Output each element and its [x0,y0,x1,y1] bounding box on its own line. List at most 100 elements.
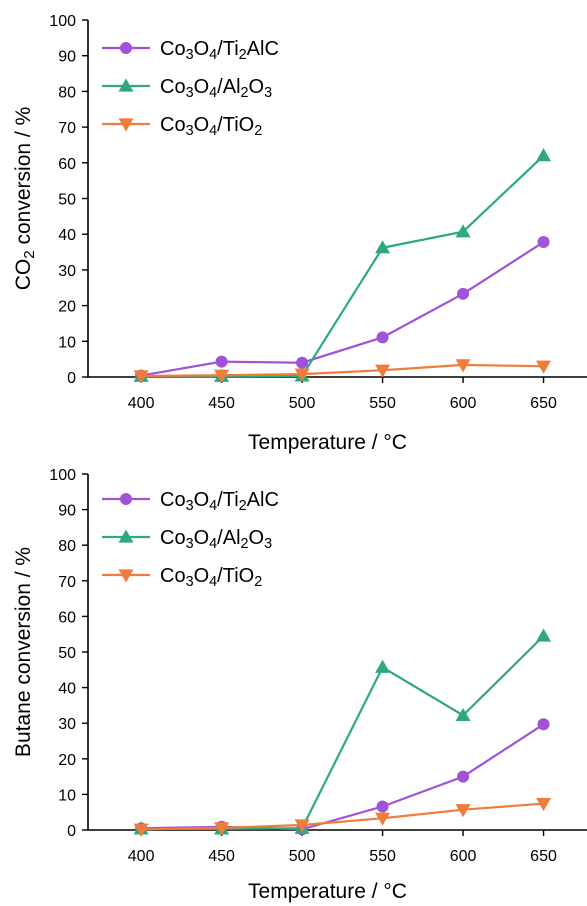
series-2 [133,148,552,382]
y-tick-label: 30 [58,716,76,733]
data-point [457,287,470,300]
y-tick-label: 80 [58,538,76,555]
legend-label: Co3O4/Al2O3 [160,527,272,552]
text-part: O [194,527,210,549]
x-tick-label: 400 [128,395,155,412]
data-point [455,359,471,373]
text-part: O [194,489,210,511]
y-tick-label: 10 [58,334,76,351]
subscript-text: 4 [209,574,217,590]
series-line [141,154,545,378]
y-axis-title: Butane conversion / % [12,547,35,757]
data-point [376,800,389,813]
legend-marker [120,42,132,54]
subscript-text: 2 [241,85,249,101]
text-part: O [194,565,210,587]
series-3 [133,798,552,837]
data-point [215,355,228,368]
subscript-text: 2 [241,536,249,552]
subscript-text: 4 [209,498,217,514]
legend-label: Co3O4/Al2O3 [160,76,272,101]
series-line [141,635,545,831]
series-2 [133,628,552,835]
y-tick-label: 40 [58,681,76,698]
x-axis-title: Temperature / °C [248,431,407,454]
data-point [375,812,391,826]
text-part: O [249,527,265,549]
text-part: /TiO [217,565,254,587]
y-tick-label: 60 [58,156,76,173]
text-part: O [194,114,210,136]
subscript-text: 4 [209,85,217,101]
chart-panel-2: 0 10 20 30 40 50 60 70 80 90 100 400 450 500 550 600 650… [12,467,587,903]
data-point [296,356,309,369]
data-point [457,770,470,783]
data-point [455,804,471,818]
series-line [141,723,545,831]
axes-frame [87,20,587,378]
subscript-text: 4 [209,47,217,63]
series-line [140,241,545,377]
legend-label: Co3O4/TiO2 [160,565,262,590]
subscript-text: 3 [264,85,272,101]
x-tick-label: 400 [128,848,155,865]
subscript-text: 2 [21,250,38,258]
y-tick-label: 0 [67,823,76,840]
y-tick-label: 40 [58,227,76,244]
text-part: Butane conversion / % [12,547,35,757]
text-part: O [194,76,210,98]
x-tick-label: 450 [208,395,235,412]
y-tick-label: 30 [58,263,76,280]
x-tick-label: 650 [530,395,557,412]
y-tick-label: 80 [58,84,76,101]
text-part: O [249,76,265,98]
subscript-text: 4 [209,123,217,139]
y-tick-label: 0 [67,370,76,387]
y-axis-title: CO2 conversion / % [12,107,38,290]
text-part: CO [12,259,35,291]
text-part: Co [160,565,186,587]
chart-panel-1: 0 10 20 30 40 50 60 70 80 90 100 400 450 500 550 600 650… [12,13,587,454]
x-tick-label: 600 [450,848,477,865]
data-point [536,628,552,642]
y-tick-label: 10 [58,787,76,804]
data-point [214,822,230,836]
subscript-text: 2 [254,123,262,139]
text-part: /Al [217,527,240,549]
text-part: conversion / % [12,107,35,251]
data-point [375,364,391,378]
x-axis-title: Temperature / °C [248,880,407,903]
y-tick-label: 100 [49,467,76,484]
legend-label: Co3O4/Ti2AlC [160,489,279,514]
y-tick-label: 70 [58,120,76,137]
data-point [294,819,310,833]
data-point [455,707,471,721]
series-1 [135,718,550,836]
data-point [537,236,550,249]
text-part: O [194,38,210,60]
subscript-text: 3 [186,47,194,63]
subscript-text: 2 [239,498,247,514]
x-tick-label: 450 [208,848,235,865]
text-part: /Al [217,76,240,98]
series-3 [133,359,552,384]
subscript-text: 4 [209,536,217,552]
x-tick-label: 550 [369,395,396,412]
x-tick-label: 600 [450,395,477,412]
legend-label: Co3O4/TiO2 [160,114,262,139]
y-tick-label: 50 [58,645,76,662]
subscript-text: 3 [186,498,194,514]
text-part: /Ti [217,489,238,511]
subscript-text: 2 [254,574,262,590]
subscript-text: 3 [186,85,194,101]
y-tick-label: 90 [58,503,76,520]
data-point [537,718,550,731]
data-point [133,823,149,837]
text-part: Co [160,38,186,60]
text-part: /TiO [217,114,254,136]
data-point [214,369,230,383]
series-1 [135,236,550,382]
text-part: AlC [247,489,279,511]
